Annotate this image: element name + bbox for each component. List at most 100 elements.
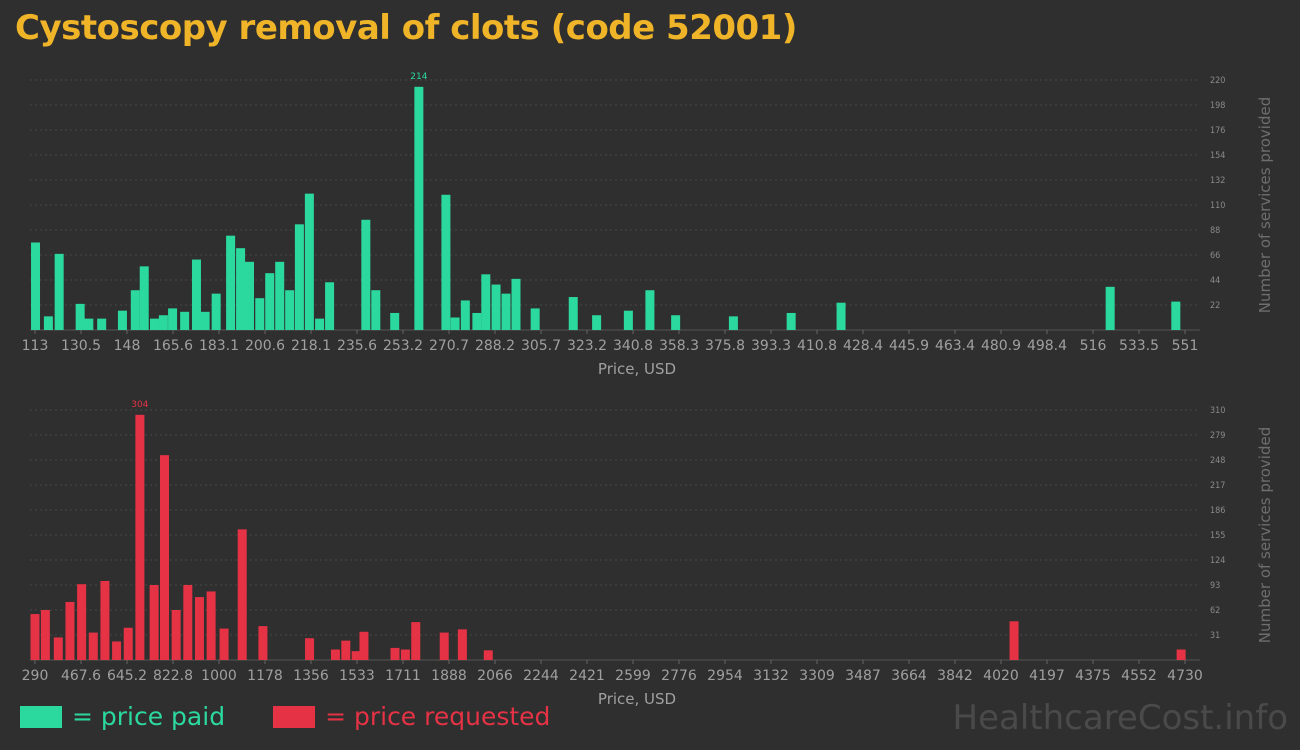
paid-x-tick-label: 358.3 — [659, 338, 699, 354]
requested-y-tick-label: 31 — [1210, 631, 1220, 641]
requested-y-tick-label: 155 — [1210, 531, 1225, 541]
paid-bar — [84, 318, 94, 330]
requested-x-tick-label: 4375 — [1075, 668, 1111, 684]
requested-bar — [439, 632, 449, 660]
paid-y-tick-label: 198 — [1210, 101, 1225, 111]
paid-bar — [117, 310, 127, 330]
requested-bar — [305, 638, 315, 660]
paid-x-tick-label: 288.2 — [475, 338, 515, 354]
paid-x-tick-label: 445.9 — [889, 338, 929, 354]
paid-bar — [568, 297, 578, 330]
requested-x-tick-label: 3487 — [845, 668, 881, 684]
requested-peak-label: 304 — [131, 400, 148, 410]
paid-x-tick-label: 533.5 — [1119, 338, 1159, 354]
requested-bar — [1009, 621, 1019, 660]
requested-bar — [65, 601, 75, 660]
requested-bar — [88, 632, 98, 660]
paid-bar — [139, 266, 149, 330]
paid-bar — [623, 310, 633, 330]
paid-bar — [592, 315, 602, 330]
paid-bar — [54, 253, 64, 330]
paid-x-tick-label: 551 — [1172, 338, 1199, 354]
paid-y-tick-label: 44 — [1210, 276, 1220, 286]
requested-bar — [171, 610, 181, 660]
paid-bar — [530, 308, 540, 330]
paid-bar — [371, 290, 381, 330]
requested-bar — [400, 649, 410, 660]
requested-y-tick-label: 93 — [1210, 581, 1220, 591]
paid-x-tick-label: 428.4 — [843, 338, 883, 354]
requested-bar — [40, 610, 50, 660]
paid-x-tick-label: 148 — [114, 338, 141, 354]
requested-x-tick-label: 4020 — [983, 668, 1019, 684]
paid-bar — [361, 219, 371, 330]
paid-bar — [511, 278, 521, 330]
paid-bar — [211, 293, 221, 330]
requested-x-tick-label: 3309 — [799, 668, 835, 684]
paid-bar — [728, 316, 738, 330]
paid-bar — [158, 315, 168, 330]
requested-bar — [100, 580, 110, 660]
paid-y-tick-label: 132 — [1210, 176, 1225, 186]
paid-x-tick-label: 393.3 — [751, 338, 791, 354]
paid-bar — [294, 224, 304, 330]
paid-y-tick-label: 220 — [1210, 76, 1225, 86]
paid-bar — [275, 261, 285, 330]
requested-y-tick-label: 248 — [1210, 456, 1225, 466]
legend-item-requested: = price requested — [273, 702, 550, 731]
requested-x-tick-label: 1888 — [431, 668, 467, 684]
paid-peak-label: 214 — [410, 72, 427, 82]
requested-bar — [77, 584, 87, 660]
requested-bar — [112, 641, 122, 660]
requested-bar — [123, 627, 133, 660]
requested-bar — [330, 649, 340, 660]
requested-bar — [149, 585, 159, 660]
paid-bar — [75, 303, 85, 330]
requested-bar — [341, 640, 351, 660]
requested-x-tick-label: 4552 — [1121, 668, 1157, 684]
requested-bar — [258, 626, 268, 660]
paid-y-tick-label: 88 — [1210, 226, 1220, 236]
requested-bar — [206, 591, 216, 660]
paid-bar — [441, 194, 451, 330]
paid-x-tick-label: 305.7 — [521, 338, 561, 354]
requested-x-tick-label: 1711 — [385, 668, 421, 684]
requested-x-tick-label: 467.6 — [61, 668, 101, 684]
paid-bar — [450, 317, 460, 330]
paid-bar — [481, 274, 491, 330]
paid-bar — [491, 284, 501, 330]
paid-bar — [645, 290, 655, 330]
paid-bar — [200, 311, 210, 330]
paid-x-tick-label: 130.5 — [61, 338, 101, 354]
requested-x-tick-label: 822.8 — [153, 668, 193, 684]
paid-x-tick-label: 253.2 — [383, 338, 423, 354]
paid-bar — [325, 282, 335, 330]
requested-y-tick-label: 124 — [1210, 556, 1225, 566]
paid-y-tick-label: 176 — [1210, 126, 1225, 136]
requested-y-tick-label: 186 — [1210, 506, 1225, 516]
paid-bar — [671, 315, 681, 330]
paid-bar — [1105, 286, 1115, 330]
requested-x-tick-label: 2244 — [523, 668, 559, 684]
paid-y-tick-label: 154 — [1210, 151, 1225, 161]
paid-bar — [1171, 301, 1181, 330]
requested-x-tick-label: 2421 — [569, 668, 605, 684]
requested-y-tick-label: 279 — [1210, 431, 1225, 441]
paid-x-tick-label: 410.8 — [797, 338, 837, 354]
paid-bar — [786, 312, 796, 330]
requested-bar — [135, 414, 145, 660]
paid-x-tick-label: 480.9 — [981, 338, 1021, 354]
price-paid-chart: 22 44 66 88 110 132 154 176 198 220 113 130.5 148 165… — [22, 72, 1274, 378]
paid-x-tick-label: 498.4 — [1027, 338, 1067, 354]
requested-x-tick-label: 2776 — [661, 668, 697, 684]
requested-bar — [351, 651, 361, 660]
paid-bar — [390, 312, 400, 330]
paid-bar — [31, 242, 41, 330]
requested-x-tick-label: 1178 — [247, 668, 283, 684]
paid-bar — [191, 259, 201, 330]
paid-x-tick-label: 463.4 — [935, 338, 975, 354]
requested-bar — [1176, 649, 1186, 660]
paid-x-tick-label: 183.1 — [199, 338, 239, 354]
requested-bar — [237, 529, 247, 660]
paid-x-tick-label: 113 — [22, 338, 49, 354]
